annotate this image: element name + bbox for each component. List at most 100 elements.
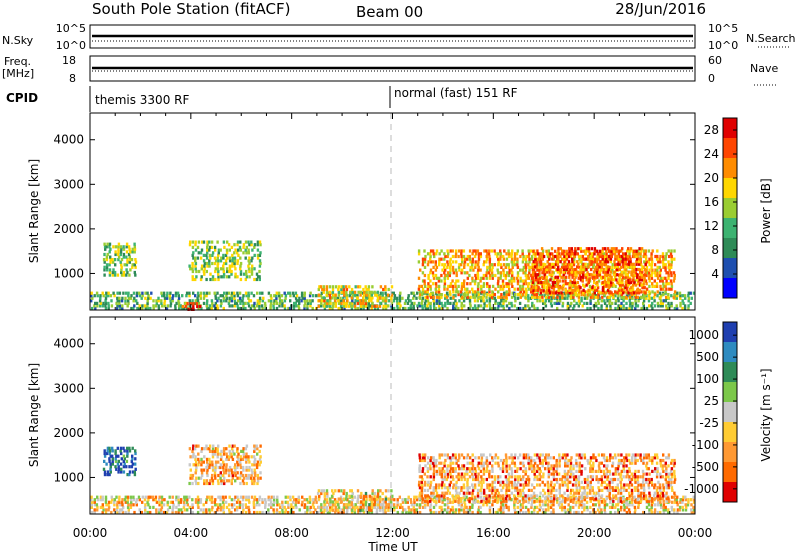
data-cell <box>452 486 455 490</box>
data-cell <box>628 265 632 269</box>
data-cell <box>476 271 479 275</box>
data-cell <box>490 249 493 253</box>
data-cell <box>426 467 430 471</box>
data-cell <box>480 464 483 468</box>
data-cell <box>236 455 239 459</box>
data-cell <box>635 267 638 272</box>
data-cell <box>446 299 449 303</box>
data-cell <box>546 456 550 460</box>
data-cell <box>245 452 248 456</box>
data-cell <box>331 287 335 292</box>
data-cell <box>466 472 469 476</box>
data-cell <box>547 252 550 256</box>
data-cell <box>392 299 396 303</box>
data-cell <box>144 508 147 512</box>
data-cell <box>640 275 644 279</box>
data-cell <box>548 288 551 292</box>
data-cell <box>659 500 662 504</box>
data-cell <box>432 488 435 492</box>
data-cell <box>342 510 345 515</box>
data-cell <box>605 265 608 269</box>
data-cell <box>108 449 112 453</box>
data-cell <box>620 295 623 299</box>
data-cell <box>314 498 317 502</box>
data-cell <box>480 483 483 487</box>
y-tick-label: 1000 <box>53 266 84 280</box>
data-cell <box>197 251 200 255</box>
data-cell <box>295 505 298 509</box>
data-cell <box>211 465 215 470</box>
data-cell <box>548 283 551 287</box>
data-cell <box>119 245 123 249</box>
data-cell <box>420 494 424 498</box>
data-cell <box>457 486 460 490</box>
data-cell <box>443 284 446 288</box>
data-cell <box>616 296 620 300</box>
data-cell <box>618 288 621 292</box>
data-cell <box>683 304 687 308</box>
data-cell <box>640 290 643 294</box>
data-cell <box>567 503 570 507</box>
data-cell <box>426 295 429 299</box>
data-cell <box>566 304 569 308</box>
data-cell <box>247 301 250 305</box>
data-cell <box>434 273 438 278</box>
data-cell <box>536 467 539 471</box>
data-cell <box>549 293 553 297</box>
data-cell <box>360 301 363 306</box>
data-cell <box>146 306 150 311</box>
data-cell <box>597 295 600 299</box>
data-cell <box>591 275 594 279</box>
data-cell <box>125 263 129 267</box>
data-cell <box>292 294 295 298</box>
data-cell <box>527 299 530 303</box>
data-cell <box>617 260 620 264</box>
data-cell <box>94 306 97 311</box>
data-cell <box>175 495 178 499</box>
data-cell <box>375 304 379 308</box>
data-cell <box>195 444 198 448</box>
data-cell <box>483 301 486 305</box>
data-cell <box>623 295 626 299</box>
data-cell <box>669 279 673 283</box>
data-cell <box>430 456 433 460</box>
cpid-segment-2: normal (fast) 151 RF <box>394 86 518 100</box>
data-cell <box>197 294 200 298</box>
data-cell <box>505 257 509 261</box>
data-cell <box>633 280 636 285</box>
data-cell <box>219 503 222 507</box>
data-cell <box>225 251 229 255</box>
data-cell <box>543 301 547 305</box>
data-cell <box>624 280 628 285</box>
data-cell <box>256 275 260 279</box>
data-cell <box>483 497 486 501</box>
data-cell <box>631 296 634 300</box>
data-cell <box>618 267 621 272</box>
data-cell <box>331 296 334 300</box>
data-cell <box>126 260 129 264</box>
data-cell <box>647 276 651 280</box>
data-cell <box>585 283 588 287</box>
data-cell <box>546 503 550 507</box>
data-cell <box>678 508 681 512</box>
data-cell <box>480 456 484 460</box>
data-cell <box>539 461 542 465</box>
data-cell <box>253 463 256 467</box>
data-cell <box>440 508 443 512</box>
data-cell <box>219 463 223 467</box>
data-cell <box>194 299 197 303</box>
data-cell <box>633 505 637 509</box>
data-cell <box>664 263 667 267</box>
data-cell <box>152 505 155 509</box>
data-cell <box>496 510 499 515</box>
data-cell <box>447 284 450 288</box>
nave-tick-top: 60 <box>708 54 722 67</box>
data-cell <box>639 271 642 275</box>
data-cell <box>458 467 461 471</box>
data-cell <box>219 471 222 475</box>
data-cell <box>197 505 200 509</box>
data-cell <box>251 256 254 260</box>
data-cell <box>471 510 474 515</box>
data-cell <box>127 252 131 257</box>
data-cell <box>601 291 604 295</box>
